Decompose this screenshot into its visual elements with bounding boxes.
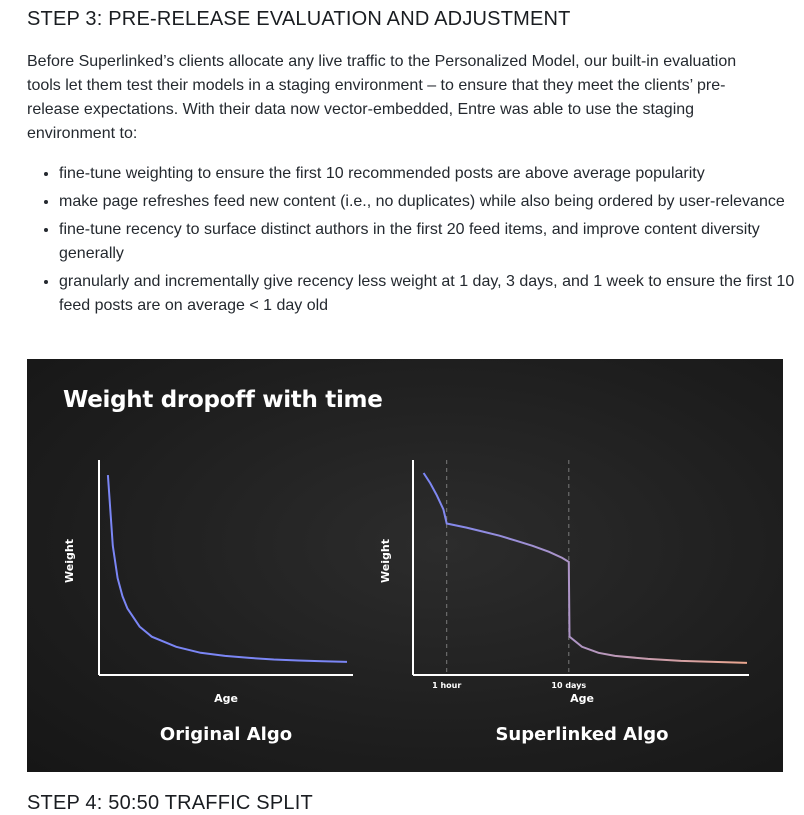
y-axis-label: Weight	[379, 539, 392, 583]
x-axis-label: Age	[570, 692, 594, 705]
series-line	[422, 472, 748, 664]
tick-label: 1 hour	[432, 681, 461, 690]
original-algo-chart: Weight Age Original Algo	[63, 460, 353, 745]
step3-intro: Before Superlinked’s clients allocate an…	[27, 53, 737, 142]
tick-label: 10 days	[551, 681, 586, 690]
bullet-item: fine-tune weighting to ensure the first …	[59, 162, 804, 186]
superlinked-algo-chart: 1 hour 10 days Weight Age Superlinked Al…	[379, 460, 749, 745]
weight-dropoff-figure: Weight dropoff with time Weight Age Orig…	[27, 359, 783, 772]
x-axis-label: Age	[214, 692, 238, 705]
chart-caption: Original Algo	[160, 724, 292, 745]
series-line	[106, 475, 348, 663]
bullet-item: make page refreshes feed new content (i.…	[59, 190, 804, 214]
step3-heading: STEP 3: PRE-RELEASE EVALUATION AND ADJUS…	[27, 8, 571, 30]
figure-title: Weight dropoff with time	[63, 387, 383, 413]
chart-caption: Superlinked Algo	[495, 724, 668, 745]
weight-dropoff-charts-svg: Weight Age Original Algo 1 hour 10 days …	[63, 460, 749, 745]
bullet-item: granularly and incrementally give recenc…	[59, 270, 804, 318]
y-axis-label: Weight	[63, 539, 76, 583]
step3-bullet-list: fine-tune weighting to ensure the first …	[27, 162, 804, 322]
bullet-item: fine-tune recency to surface distinct au…	[59, 218, 804, 266]
